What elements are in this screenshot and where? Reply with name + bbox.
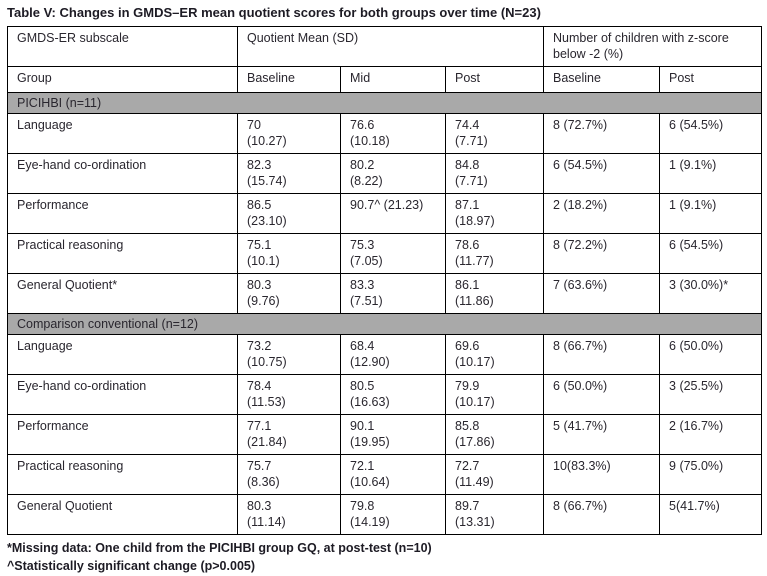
table-row: Practical reasoning 75.7 (8.36) 72.1 (10… bbox=[7, 454, 763, 496]
cell-post-mean: 79.9 (10.17) bbox=[444, 374, 545, 416]
row-label: Eye-hand co-ordination bbox=[7, 374, 238, 416]
cell-baseline-zscore: 8 (66.7%) bbox=[543, 334, 661, 376]
cell-post-zscore: 2 (16.7%) bbox=[659, 414, 763, 456]
header-zscore: Number of children with z-score below -2… bbox=[543, 26, 763, 68]
footnotes: *Missing data: One child from the PICIHB… bbox=[7, 539, 761, 575]
cell-post-zscore: 3 (30.0%)* bbox=[659, 273, 763, 315]
cell-mid-mean: 72.1 (10.64) bbox=[340, 454, 446, 496]
header-row-sub: Group Baseline Mid Post Baseline Post bbox=[7, 66, 763, 94]
cell-baseline-mean: 77.1 (21.84) bbox=[237, 414, 341, 456]
cell-baseline-zscore: 6 (50.0%) bbox=[543, 374, 661, 416]
header-post-zscore: Post bbox=[659, 66, 763, 94]
cell-post-zscore: 5(41.7%) bbox=[659, 494, 763, 536]
section-header-comparison: Comparison conventional (n=12) bbox=[6, 313, 763, 336]
cell-mid-mean: 76.6 (10.18) bbox=[340, 113, 446, 155]
cell-baseline-mean: 70 (10.27) bbox=[237, 113, 341, 155]
cell-post-zscore: 1 (9.1%) bbox=[659, 193, 763, 235]
cell-post-mean: 86.1 (11.86) bbox=[444, 273, 545, 315]
row-label: Language bbox=[7, 334, 238, 376]
row-label: General Quotient bbox=[7, 494, 238, 536]
cell-baseline-zscore: 8 (66.7%) bbox=[543, 494, 661, 536]
header-subscale: GMDS-ER subscale bbox=[7, 26, 238, 68]
row-label: Performance bbox=[7, 193, 238, 235]
table-row: Performance 77.1 (21.84) 90.1 (19.95) 85… bbox=[7, 414, 763, 456]
header-baseline-zscore: Baseline bbox=[543, 66, 661, 94]
cell-post-mean: 74.4 (7.71) bbox=[444, 113, 545, 155]
row-label: Practical reasoning bbox=[7, 454, 238, 496]
table-row: Eye-hand co-ordination 82.3 (15.74) 80.2… bbox=[7, 153, 763, 195]
cell-baseline-zscore: 5 (41.7%) bbox=[543, 414, 661, 456]
cell-baseline-mean: 75.1 (10.1) bbox=[237, 233, 341, 275]
cell-post-zscore: 6 (54.5%) bbox=[659, 233, 763, 275]
cell-mid-mean: 68.4 (12.90) bbox=[340, 334, 446, 376]
header-baseline-quotient: Baseline bbox=[237, 66, 341, 94]
table-row: Eye-hand co-ordination 78.4 (11.53) 80.5… bbox=[7, 374, 763, 416]
header-mid-quotient: Mid bbox=[340, 66, 446, 94]
row-label: Practical reasoning bbox=[7, 233, 238, 275]
footnote-missing-data: *Missing data: One child from the PICIHB… bbox=[7, 541, 432, 556]
row-label: Language bbox=[7, 113, 238, 155]
cell-post-mean: 89.7 (13.31) bbox=[444, 494, 545, 536]
cell-baseline-zscore: 8 (72.2%) bbox=[543, 233, 661, 275]
table-row: Language 73.2 (10.75) 68.4 (12.90) 69.6 … bbox=[7, 334, 763, 376]
gmds-table: GMDS-ER subscale Quotient Mean (SD) Numb… bbox=[6, 26, 763, 536]
cell-baseline-zscore: 7 (63.6%) bbox=[543, 273, 661, 315]
cell-post-zscore: 6 (50.0%) bbox=[659, 334, 763, 376]
cell-baseline-mean: 80.3 (9.76) bbox=[237, 273, 341, 315]
cell-mid-mean: 90.7^ (21.23) bbox=[340, 193, 446, 235]
header-group: Group bbox=[7, 66, 238, 94]
cell-mid-mean: 80.2 (8.22) bbox=[340, 153, 446, 195]
header-post-quotient: Post bbox=[444, 66, 545, 94]
table-row: Performance 86.5 (23.10) 90.7^ (21.23) 8… bbox=[7, 193, 763, 235]
row-label: Eye-hand co-ordination bbox=[7, 153, 238, 195]
cell-mid-mean: 80.5 (16.63) bbox=[340, 374, 446, 416]
table-row: General Quotient* 80.3 (9.76) 83.3 (7.51… bbox=[7, 273, 763, 315]
cell-baseline-zscore: 6 (54.5%) bbox=[543, 153, 661, 195]
cell-post-mean: 84.8 (7.71) bbox=[444, 153, 545, 195]
row-label: General Quotient* bbox=[7, 273, 238, 315]
cell-baseline-mean: 82.3 (15.74) bbox=[237, 153, 341, 195]
cell-post-mean: 87.1 (18.97) bbox=[444, 193, 545, 235]
section-label: Comparison conventional (n=12) bbox=[6, 313, 763, 336]
table-title: Table V: Changes in GMDS–ER mean quotien… bbox=[7, 5, 541, 20]
header-row-top: GMDS-ER subscale Quotient Mean (SD) Numb… bbox=[7, 26, 763, 68]
cell-baseline-mean: 75.7 (8.36) bbox=[237, 454, 341, 496]
page: Table V: Changes in GMDS–ER mean quotien… bbox=[6, 5, 763, 574]
cell-post-zscore: 3 (25.5%) bbox=[659, 374, 763, 416]
cell-post-zscore: 1 (9.1%) bbox=[659, 153, 763, 195]
cell-post-zscore: 6 (54.5%) bbox=[659, 113, 763, 155]
cell-mid-mean: 79.8 (14.19) bbox=[340, 494, 446, 536]
header-quotient-mean: Quotient Mean (SD) bbox=[236, 26, 545, 68]
footnote-significance: ^Statistically significant change (p>0.0… bbox=[7, 559, 256, 574]
row-label: Performance bbox=[7, 414, 238, 456]
cell-baseline-zscore: 2 (18.2%) bbox=[543, 193, 661, 235]
table-row: Language 70 (10.27) 76.6 (10.18) 74.4 (7… bbox=[7, 113, 763, 155]
cell-post-mean: 69.6 (10.17) bbox=[444, 334, 545, 376]
section-label: PICIHBI (n=11) bbox=[6, 92, 763, 115]
cell-baseline-mean: 78.4 (11.53) bbox=[237, 374, 341, 416]
table-row: General Quotient 80.3 (11.14) 79.8 (14.1… bbox=[7, 494, 763, 536]
table-row: Practical reasoning 75.1 (10.1) 75.3 (7.… bbox=[7, 233, 763, 275]
section-header-picihbi: PICIHBI (n=11) bbox=[6, 92, 763, 115]
cell-mid-mean: 90.1 (19.95) bbox=[340, 414, 446, 456]
cell-post-mean: 85.8 (17.86) bbox=[444, 414, 545, 456]
cell-post-mean: 72.7 (11.49) bbox=[444, 454, 545, 496]
cell-mid-mean: 75.3 (7.05) bbox=[340, 233, 446, 275]
cell-baseline-mean: 80.3 (11.14) bbox=[237, 494, 341, 536]
cell-post-zscore: 9 (75.0%) bbox=[659, 454, 763, 496]
cell-baseline-mean: 86.5 (23.10) bbox=[237, 193, 341, 235]
cell-baseline-zscore: 10(83.3%) bbox=[543, 454, 661, 496]
cell-mid-mean: 83.3 (7.51) bbox=[340, 273, 446, 315]
cell-post-mean: 78.6 (11.77) bbox=[444, 233, 545, 275]
cell-baseline-zscore: 8 (72.7%) bbox=[543, 113, 661, 155]
cell-baseline-mean: 73.2 (10.75) bbox=[237, 334, 341, 376]
